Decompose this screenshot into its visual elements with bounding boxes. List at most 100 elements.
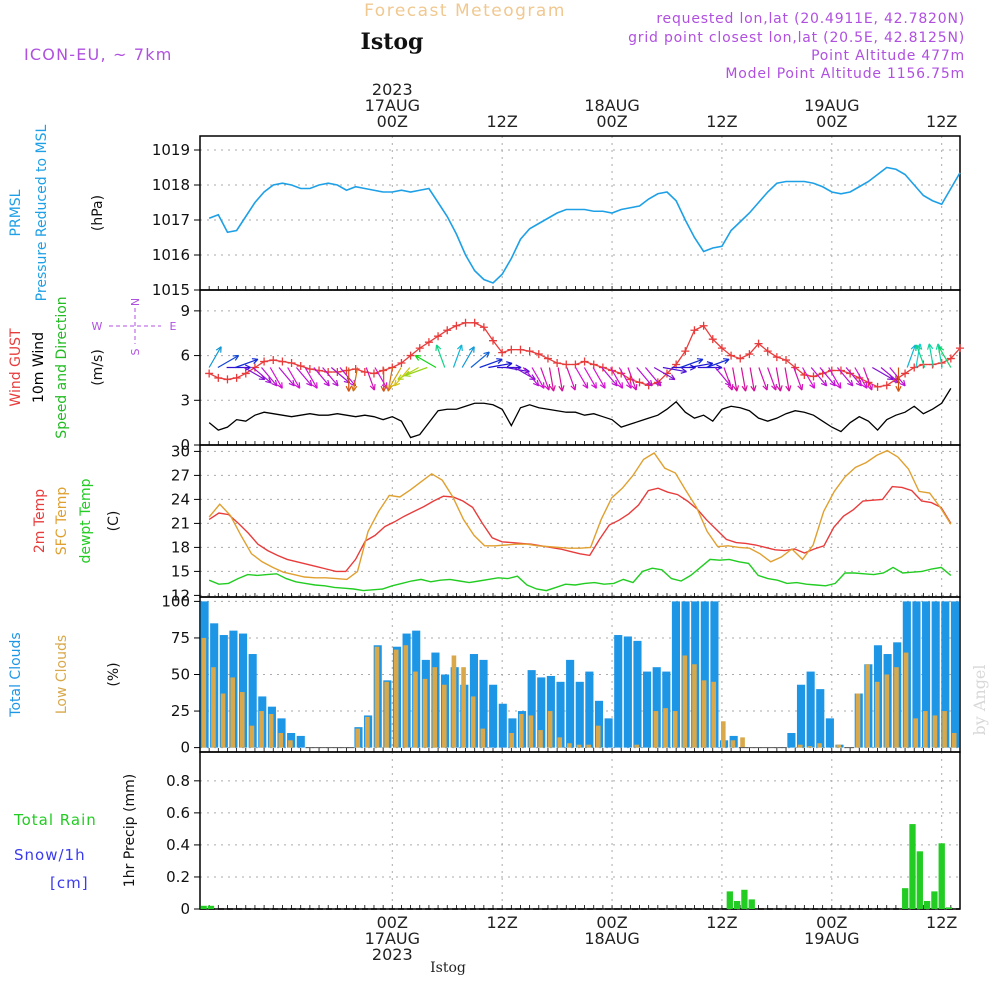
rain-bar — [945, 907, 953, 909]
y-tick-label: 1015 — [152, 281, 190, 299]
y-tick-label: 75 — [171, 629, 190, 647]
gust-marker — [406, 351, 415, 360]
wind-direction-arrow — [928, 343, 934, 368]
low-cloud-bar — [442, 684, 447, 748]
time-label-top: 17AUG — [365, 96, 420, 115]
wind-direction-arrow — [404, 366, 428, 377]
gust-marker — [214, 373, 223, 382]
total-cloud-bar — [479, 659, 488, 748]
time-label-bottom: 00Z — [377, 913, 408, 932]
model-label: ICON-EU, ~ 7km — [24, 45, 173, 64]
wind-direction-arrow — [322, 367, 339, 387]
wind-direction-arrow — [906, 344, 916, 368]
low-cloud-bar — [422, 678, 428, 748]
legend-snow-unit: [cm] — [50, 874, 89, 892]
total-cloud-bar — [296, 735, 305, 748]
rain-bar — [923, 900, 931, 909]
wind-arrow-head — [631, 384, 638, 391]
wind-direction-arrow — [749, 367, 755, 392]
time-label-bottom: 12Z — [706, 913, 737, 932]
low-cloud-bar — [461, 667, 466, 748]
unit-label: (m/s) — [90, 349, 106, 386]
low-cloud-bar — [384, 681, 389, 748]
wind-arrow-head — [776, 385, 783, 392]
gust-marker — [461, 318, 470, 327]
wind-direction-arrow — [470, 351, 490, 368]
wind-arrow-head — [529, 374, 536, 381]
time-label-top: 18AUG — [584, 96, 639, 115]
wind-arrow-head — [570, 384, 577, 391]
legend-rain: Total Rain — [13, 811, 97, 829]
temp-line-2 — [208, 558, 952, 592]
low-cloud-bar — [528, 715, 534, 748]
compass-south: S — [129, 348, 142, 355]
panel-pressure: 1015 1016 1017 1018 1019 PRMSL Pressure Reduce… — [8, 124, 961, 301]
wind-direction-arrow — [287, 367, 301, 389]
y-tick-label: 27 — [171, 466, 190, 484]
wind-direction-arrow — [740, 367, 747, 392]
wind-direction-arrow — [819, 367, 836, 387]
wind-direction-arrow — [566, 367, 576, 391]
y-tick-label: 1019 — [152, 141, 190, 159]
low-cloud-bar — [413, 671, 418, 748]
gust-marker — [901, 369, 910, 378]
gust-marker — [232, 373, 241, 382]
wind-arrow-head — [797, 384, 804, 391]
wind-arrow-head — [271, 379, 278, 387]
wind-direction-arrow — [452, 344, 463, 368]
wind-arrow-head — [276, 382, 283, 389]
low-cloud-bar — [374, 646, 380, 748]
wind-direction-arrow — [767, 367, 777, 391]
total-cloud-bar — [219, 635, 228, 748]
low-cloud-bar — [663, 708, 668, 748]
total-cloud-bar — [489, 684, 498, 748]
y-tick-label: 3 — [180, 391, 190, 409]
wind-direction-arrow — [583, 367, 597, 389]
wind-direction-arrow — [644, 367, 662, 387]
y-tick-label: 0 — [180, 900, 190, 918]
low-cloud-bar — [711, 681, 716, 748]
rain-bar — [741, 889, 748, 909]
wind-arrow-head — [867, 384, 873, 391]
low-cloud-bar — [923, 711, 928, 748]
low-cloud-bar — [451, 655, 457, 748]
y-tick-label: 24 — [171, 490, 190, 508]
gust-marker — [543, 354, 552, 363]
wind-arrow-head — [435, 344, 442, 351]
gust-marker — [553, 359, 562, 368]
low-cloud-bar — [480, 728, 486, 748]
wind-direction-arrow — [863, 367, 873, 391]
gust-marker — [525, 347, 534, 356]
compass-east: E — [170, 320, 177, 333]
wind-direction-arrow — [217, 354, 239, 369]
gust-marker — [470, 318, 479, 327]
low-cloud-bar — [278, 732, 284, 748]
low-cloud-bar — [894, 667, 899, 748]
y-tick-label: 0 — [180, 739, 190, 757]
gust-marker — [434, 332, 443, 341]
y-tick-label: 12 — [171, 586, 190, 604]
y-tick-label: 1017 — [152, 211, 190, 229]
low-cloud-bar — [547, 711, 553, 748]
wind-direction-arrow — [915, 344, 926, 368]
wind-arrow-head — [732, 385, 740, 392]
y-tick-label: 15 — [171, 562, 190, 580]
y-axis-label: 2m Temp — [32, 489, 48, 553]
low-cloud-bar — [634, 744, 640, 748]
y-tick-label: 0.8 — [166, 772, 190, 790]
wind-arrow-head — [741, 385, 748, 392]
low-cloud-bar — [653, 711, 659, 748]
total-cloud-bar — [700, 601, 709, 748]
gust-marker — [708, 335, 717, 344]
gust-marker — [772, 353, 781, 362]
total-cloud-bar — [652, 667, 661, 748]
wind-arrow-head — [496, 358, 503, 365]
low-cloud-bar — [797, 744, 803, 748]
gust-marker — [699, 321, 708, 330]
wind-arrow-head — [750, 385, 757, 392]
low-cloud-bar — [932, 715, 938, 748]
gust-marker — [516, 345, 525, 354]
y-tick-label: 100 — [161, 592, 190, 610]
wind-direction-arrow — [854, 367, 868, 389]
wind-arrow-head — [351, 385, 358, 392]
